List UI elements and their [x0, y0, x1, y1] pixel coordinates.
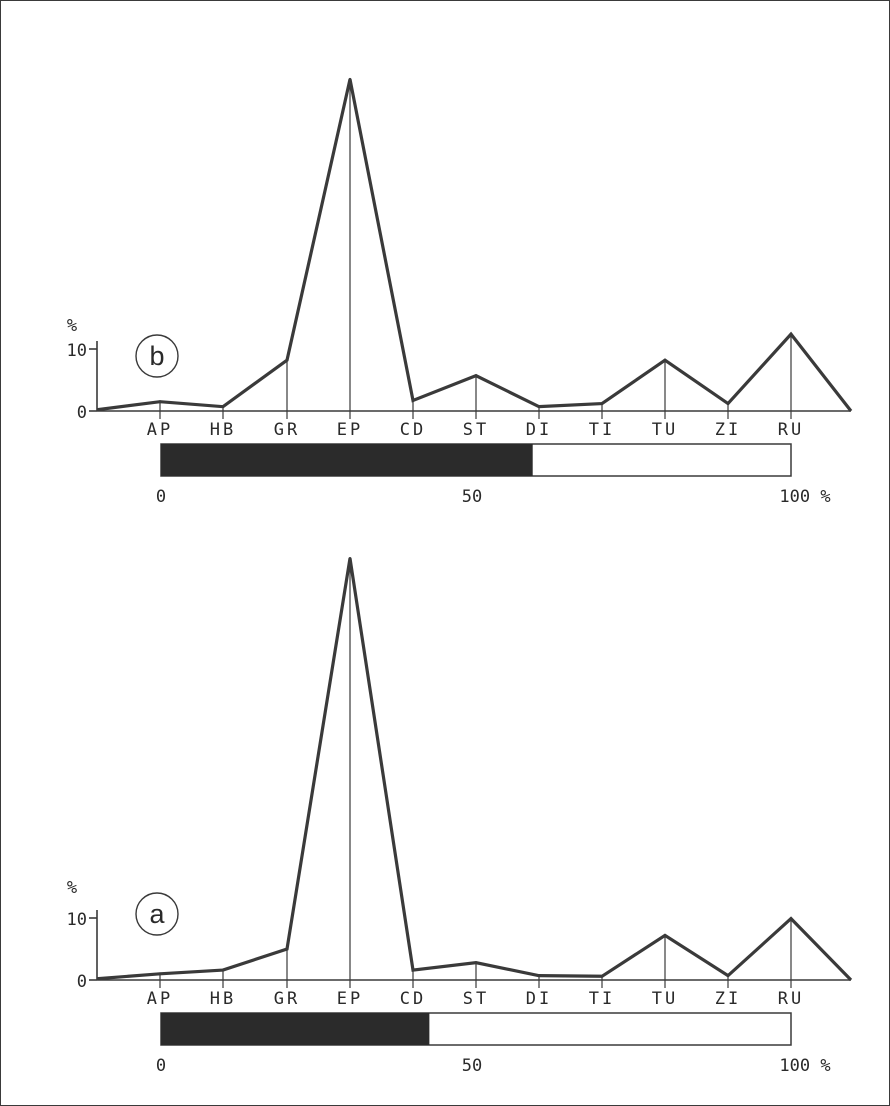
panel-a: % 10 0 a AP HB GR EP CD ST DI TI TU ZI RU 0 50 100 %	[67, 557, 853, 1076]
data-point-st	[474, 374, 478, 378]
data-point-cd	[411, 968, 415, 972]
category-label: TU	[652, 420, 678, 440]
data-point-tu	[663, 933, 667, 937]
proportion-bar-fill	[161, 444, 533, 476]
category-label: CD	[400, 989, 426, 1009]
y-tick-label: 10	[67, 910, 87, 930]
category-label: TI	[589, 420, 615, 440]
y-tick-label: 10	[67, 341, 87, 361]
proportion-bar-fill	[161, 1013, 430, 1045]
category-label: HB	[210, 420, 236, 440]
data-point-ep	[348, 557, 352, 560]
category-label: RU	[778, 989, 804, 1009]
category-label: EP	[337, 420, 363, 440]
category-label: RU	[778, 420, 804, 440]
data-point-ru	[789, 917, 793, 921]
data-point-st	[474, 961, 478, 965]
data-point-hb	[221, 405, 225, 409]
panel-label-circle	[135, 334, 179, 378]
data-point-di	[537, 405, 541, 409]
panel-label: a	[149, 899, 165, 929]
y-unit-label: %	[67, 316, 77, 336]
category-label: GR	[274, 420, 300, 440]
category-label: HB	[210, 989, 236, 1009]
category-label: ZI	[715, 989, 741, 1009]
category-label: ST	[463, 989, 489, 1009]
bar-tick-label: 100 %	[779, 487, 830, 507]
panel-b: % 10 0 b AP HB GR EP CD ST DI TI TU ZI RU 0 50 100 %	[67, 77, 853, 507]
category-label: TI	[589, 989, 615, 1009]
data-point-cd	[411, 399, 415, 402]
data-point-tu	[663, 358, 667, 362]
category-label: CD	[400, 420, 426, 440]
data-point-ap	[158, 400, 162, 404]
data-point-ep	[348, 77, 352, 81]
category-label: EP	[337, 989, 363, 1009]
y-tick-label: 0	[77, 403, 87, 423]
category-label: GR	[274, 989, 300, 1009]
data-point-di	[537, 974, 541, 978]
category-label: DI	[526, 989, 552, 1009]
category-label: DI	[526, 420, 552, 440]
category-label: TU	[652, 989, 678, 1009]
data-point-ti	[600, 974, 604, 978]
data-point-zi	[726, 402, 730, 405]
bar-tick-label: 0	[156, 1056, 166, 1076]
data-point-ap	[158, 972, 162, 976]
data-point-gr	[285, 358, 289, 362]
bar-tick-label: 50	[462, 1056, 482, 1076]
bar-tick-label: 50	[462, 487, 482, 507]
panel-label: b	[149, 341, 164, 371]
data-point-gr	[285, 947, 289, 951]
category-label: AP	[147, 989, 173, 1009]
data-point-ti	[600, 402, 604, 405]
data-point-hb	[221, 968, 225, 972]
y-tick-label: 0	[77, 972, 87, 992]
bar-tick-label: 100 %	[779, 1056, 830, 1076]
panel-label-circle	[135, 892, 179, 936]
data-point-ru	[789, 332, 793, 336]
bar-tick-label: 0	[156, 487, 166, 507]
data-line	[96, 558, 853, 982]
category-label: ZI	[715, 420, 741, 440]
category-label: AP	[147, 420, 173, 440]
data-point-zi	[726, 974, 730, 978]
category-label: ST	[463, 420, 489, 440]
y-unit-label: %	[67, 878, 77, 898]
data-line	[96, 78, 853, 412]
